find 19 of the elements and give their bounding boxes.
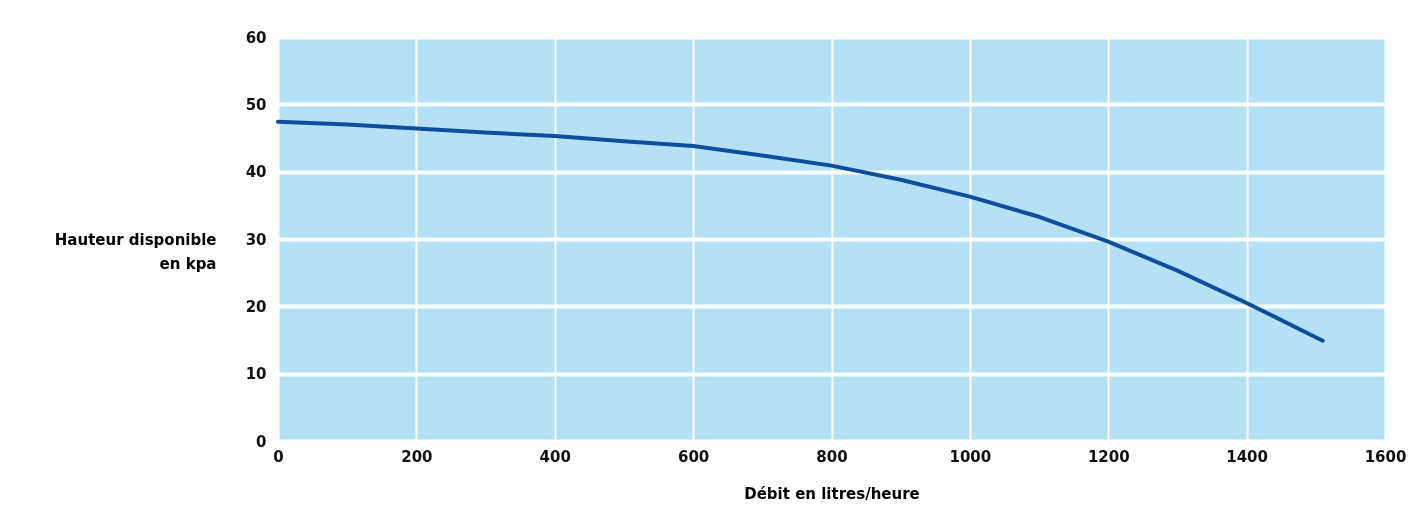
x-tick-label: 800 [816,447,848,466]
y-tick-label: 0 [256,432,267,451]
x-axis-title: Débit en litres/heure [744,484,920,503]
y-tick-label: 60 [245,28,267,47]
x-tick-label: 1600 [1364,447,1407,466]
y-tick-label: 10 [245,365,267,384]
x-tick-label: 1200 [1087,447,1130,466]
y-tick-label: 50 [245,95,267,114]
x-tick-label: 200 [401,447,433,466]
x-tick-label: 0 [273,447,284,466]
y-axis-title: Hauteur disponible en kpa [54,230,217,273]
x-tick-label: 1400 [1226,447,1268,466]
y-tick-label: 20 [245,297,267,316]
y-tick-label: 40 [245,163,267,182]
x-tick-label: 400 [539,447,571,466]
y-tick-label: 30 [245,230,267,249]
x-tick-label: 1000 [949,447,992,466]
line-series [276,119,1325,343]
x-tick-label: 600 [677,447,710,466]
